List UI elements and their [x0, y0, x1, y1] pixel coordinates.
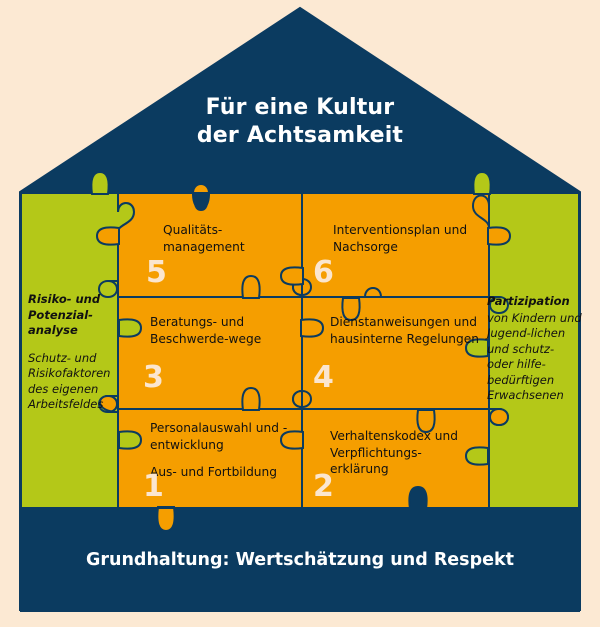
left-panel-heading: Risiko- und Potenzial-analyse [28, 292, 101, 337]
knob-piece1-into-base [156, 506, 176, 533]
notch-right-panel-piece2 [464, 446, 489, 466]
piece-6-label[interactable]: Interventionsplan und Nachsorge [333, 222, 483, 255]
knob-piece3-piece1 [241, 386, 261, 411]
left-panel-body: Schutz- und Risikofaktoren des eigenen A… [28, 350, 111, 412]
notch-left-panel-piece3 [118, 318, 143, 338]
piece-3-label[interactable]: Beratungs- und Beschwerde-wege [150, 314, 302, 347]
piece-1-number: 1 [143, 469, 164, 504]
roof-title-line2: der Achtsamkeit [196, 123, 404, 148]
knob-roof-into-piece5-bulb [193, 193, 209, 211]
knob-piece3-piece4 [300, 318, 325, 338]
knob-piece5-piece6 [279, 266, 304, 286]
right-panel-heading: Partizipation [487, 294, 570, 308]
knob-piece4-piece2 [416, 409, 436, 434]
piece-4-label[interactable]: Dienstanweisungen und hausinterne Regelu… [330, 314, 480, 347]
knob-right-panel-into-roof [472, 170, 492, 195]
piece-5-number: 5 [146, 255, 167, 290]
piece-1-label[interactable]: Personalauswahl und -entwicklung Aus- un… [150, 420, 310, 481]
piece-5-line1: Qualitäts-management [163, 223, 245, 254]
notch-left-panel-piece5 [95, 226, 120, 246]
right-panel-text: Partizipation von Kindern und Jugend-lic… [487, 294, 583, 404]
knob-piece1-piece2 [279, 430, 304, 450]
piece-1-line1: Personalauswahl und -entwicklung [150, 421, 288, 452]
notch-right-panel-piece4 [464, 338, 489, 358]
piece-5-label[interactable]: Qualitäts-management [163, 222, 303, 255]
piece-3-line1: Beratungs- und Beschwerde-wege [150, 315, 262, 346]
piece-2-number: 2 [313, 469, 334, 504]
piece-2-label[interactable]: Verhaltenskodex und Verpflichtungs-erklä… [330, 428, 480, 478]
piece-4-number: 4 [313, 360, 334, 395]
knob-piece6-piece4 [341, 297, 361, 322]
house-outline [19, 6, 581, 611]
piece-6-line1: Interventionsplan und Nachsorge [333, 223, 468, 254]
piece-1-line2: Aus- und Fortbildung [150, 465, 277, 479]
base-label: Grundhaltung: Wertschätzung und Respekt [86, 550, 514, 570]
puzzle-piece-4[interactable] [292, 296, 509, 427]
roof-title: Für eine Kultur der Achtsamkeit [0, 94, 600, 150]
roof-title-line1: Für eine Kultur [205, 95, 395, 120]
notch-left-panel-piece1 [118, 430, 143, 450]
notch-right-panel-piece6 [487, 226, 512, 246]
piece-3-number: 3 [143, 360, 164, 395]
right-panel-body: von Kindern und Jugend-lichen und schutz… [487, 310, 582, 403]
piece-4-line1: Dienstanweisungen und hausinterne Regelu… [330, 315, 479, 346]
knob-base-into-piece2 [408, 485, 428, 510]
piece-2-line1: Verhaltenskodex und Verpflichtungs-erklä… [330, 429, 458, 476]
left-panel-text: Risiko- und Potenzial-analyse Schutz- un… [28, 292, 126, 413]
knob-piece5-piece3 [241, 274, 261, 299]
piece-6-number: 6 [313, 255, 334, 290]
knob-left-panel-into-roof [90, 170, 110, 195]
